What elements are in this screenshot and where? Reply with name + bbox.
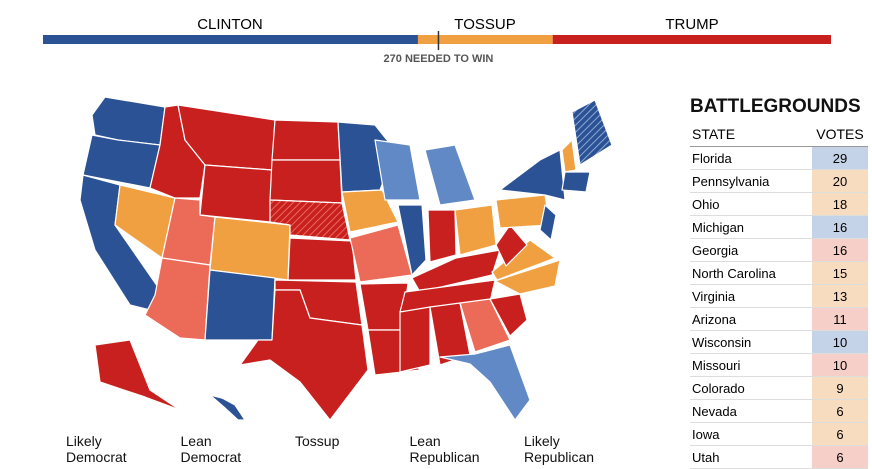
table-header: STATE VOTES (690, 122, 868, 147)
legend-label: Lean Republican (409, 433, 480, 465)
vote-segment (43, 35, 418, 44)
electoral-votes: 29 (812, 147, 868, 169)
electoral-votes: 10 (812, 331, 868, 353)
electoral-votes: 16 (812, 239, 868, 261)
legend-label: Lean Democrat (180, 433, 242, 465)
electoral-votes: 6 (812, 423, 868, 445)
table-row: Virginia 13 (690, 285, 868, 308)
state-name: Arizona (692, 311, 737, 327)
state-name: Utah (692, 449, 720, 465)
state-name: Ohio (692, 196, 720, 212)
state-name: Missouri (692, 357, 741, 373)
table-row: Wisconsin 10 (690, 331, 868, 354)
candidate-label: TRUMP (665, 16, 718, 33)
state-name: Iowa (692, 426, 720, 442)
electoral-votes: 6 (812, 446, 868, 468)
candidate-label: CLINTON (197, 16, 263, 33)
table-row: Missouri 10 (690, 354, 868, 377)
table-row: Michigan 16 (690, 216, 868, 239)
legend-label: Likely Republican (524, 433, 595, 465)
electoral-votes: 6 (812, 400, 868, 422)
map-panel: CLINTON TOSSUP TRUMP 270 NEEDED TO WIN (43, 16, 831, 421)
table-row: Iowa 6 (690, 423, 868, 446)
electoral-votes: 13 (812, 285, 868, 307)
state-name: Georgia (692, 242, 739, 258)
vote-segment (417, 35, 553, 44)
electoral-votes: 10 (812, 354, 868, 376)
table-row: Colorado 9 (690, 377, 868, 400)
state-name: Wisconsin (692, 334, 752, 350)
threshold-label: 270 NEEDED TO WIN (384, 53, 494, 65)
state-name: North Carolina (692, 265, 776, 281)
table-row: Florida 29 (690, 147, 868, 170)
table-row: North Carolina 15 (690, 262, 868, 285)
state-name: Pennsylvania (692, 173, 770, 189)
electoral-votes: 11 (812, 308, 868, 330)
table-row: Ohio 18 (690, 193, 868, 216)
page: CLINTON TOSSUP TRUMP 270 NEEDED TO WIN (43, 16, 868, 469)
table-row: Pennsylvania 20 (690, 170, 868, 193)
us-map (79, 96, 613, 421)
electoral-votes: 15 (812, 262, 868, 284)
legend-label: Likely Democrat (66, 433, 127, 465)
state-name: Virginia (692, 288, 736, 304)
column-header: VOTES (816, 126, 864, 142)
state-name: Florida (692, 150, 732, 166)
vote-bar (43, 31, 831, 50)
candidate-label: TOSSUP (454, 16, 515, 33)
battlegrounds-table: BATTLEGROUNDS STATE VOTES Florida 29 Penns… (690, 96, 868, 469)
table-row: Georgia 16 (690, 239, 868, 262)
vote-segment (552, 35, 831, 44)
column-header: STATE (692, 126, 736, 142)
table-title: BATTLEGROUNDS (690, 96, 861, 117)
state-name: Nevada (692, 403, 737, 419)
state-name: Colorado (692, 380, 745, 396)
legend-label: Tossup (295, 433, 340, 449)
electoral-votes: 16 (812, 216, 868, 238)
state-name: Michigan (692, 219, 745, 235)
table-row: Nevada 6 (690, 400, 868, 423)
table-row: Arizona 11 (690, 308, 868, 331)
electoral-votes: 18 (812, 193, 868, 215)
electoral-votes: 20 (812, 170, 868, 192)
electoral-votes: 9 (812, 377, 868, 399)
